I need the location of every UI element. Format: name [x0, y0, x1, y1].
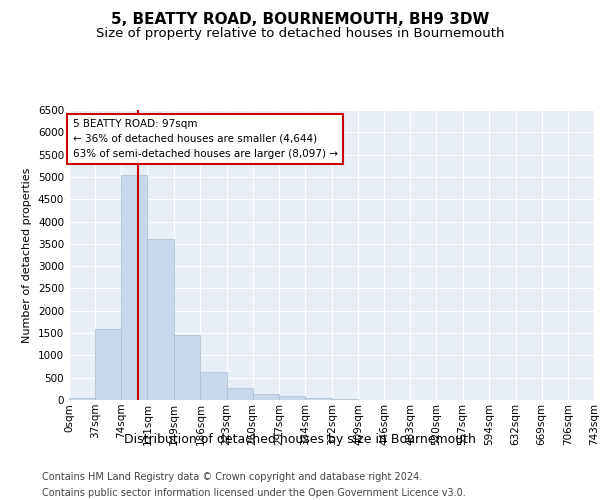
Bar: [95, 328, 121, 400]
Text: 5 BEATTY ROAD: 97sqm
← 36% of detached houses are smaller (4,644)
63% of semi-de: 5 BEATTY ROAD: 97sqm ← 36% of detached h…: [73, 119, 338, 158]
Bar: [69, 398, 95, 400]
Bar: [200, 372, 227, 400]
Text: Size of property relative to detached houses in Bournemouth: Size of property relative to detached ho…: [96, 28, 504, 40]
Bar: [332, 398, 358, 400]
Bar: [279, 396, 305, 400]
Bar: [305, 398, 332, 400]
Bar: [227, 388, 253, 400]
Bar: [174, 336, 200, 400]
Text: Contains HM Land Registry data © Crown copyright and database right 2024.: Contains HM Land Registry data © Crown c…: [42, 472, 422, 482]
Y-axis label: Number of detached properties: Number of detached properties: [22, 168, 32, 342]
Bar: [148, 240, 174, 400]
Bar: [253, 394, 279, 400]
Text: Contains public sector information licensed under the Open Government Licence v3: Contains public sector information licen…: [42, 488, 466, 498]
Text: 5, BEATTY ROAD, BOURNEMOUTH, BH9 3DW: 5, BEATTY ROAD, BOURNEMOUTH, BH9 3DW: [111, 12, 489, 28]
Bar: [121, 174, 148, 400]
Text: Distribution of detached houses by size in Bournemouth: Distribution of detached houses by size …: [124, 432, 476, 446]
